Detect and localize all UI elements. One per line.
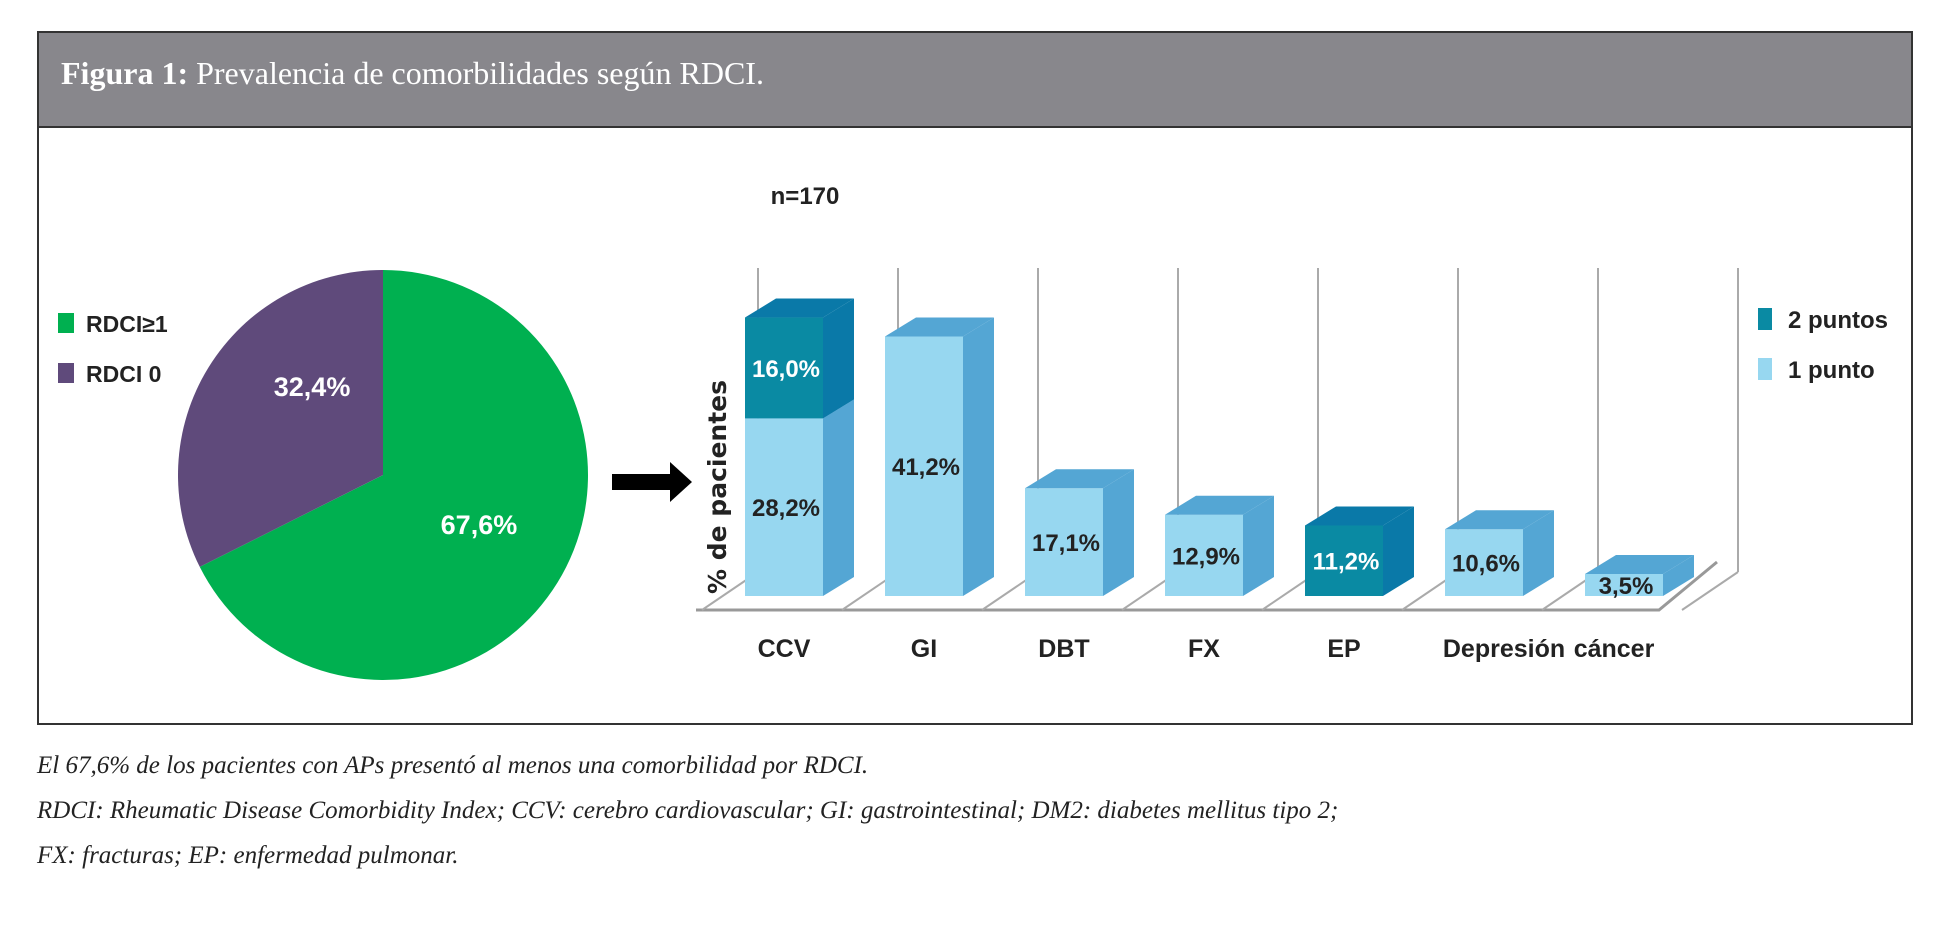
- bar-side: [1243, 495, 1274, 596]
- bar-top: [1165, 495, 1274, 515]
- floor-gridline: [1681, 571, 1739, 611]
- figure-number: Figura 1:: [61, 55, 189, 91]
- bar-value-label: 28,2%: [752, 495, 820, 522]
- legend-swatch: [58, 363, 74, 383]
- category-label: EP: [1327, 635, 1360, 663]
- bar-value-label: 3,5%: [1599, 573, 1654, 600]
- bar-top: [1025, 469, 1134, 489]
- bar-top: [1445, 510, 1554, 530]
- pie-chart: 67,6% 32,4%: [178, 270, 588, 680]
- bar-side: [823, 298, 854, 419]
- bar-side: [1383, 506, 1414, 596]
- bar-front-CCV: [745, 418, 823, 596]
- floor-edge: [696, 560, 1718, 612]
- arrow-icon: [612, 462, 692, 502]
- bar-front-DBT: [1025, 488, 1103, 596]
- pie-legend: RDCI≥1 RDCI 0: [58, 311, 168, 387]
- bar-legend: 2 puntos 1 punto: [1758, 307, 1888, 384]
- caption-line-2: RDCI: Rheumatic Disease Comorbidity Inde…: [37, 797, 1339, 824]
- pie-slice-0: [199, 270, 588, 680]
- category-label: CCV: [758, 635, 811, 663]
- bar-top: [745, 298, 854, 318]
- bar-front-Depresión: [1445, 529, 1523, 596]
- category-label: GI: [911, 635, 937, 663]
- bar-side: [963, 317, 994, 596]
- pie-slice-label: 32,4%: [274, 372, 351, 402]
- bar-value-label: 10,6%: [1452, 551, 1520, 578]
- bar-value-label: 41,2%: [892, 454, 960, 481]
- caption-line-1: El 67,6% de los pacientes con APs presen…: [37, 752, 869, 779]
- bar-chart: 28,2% 16,0% CCV 41,2% GI 17,1% DBT 12,9% FX 11,2%…: [696, 268, 1739, 663]
- bar-front-CCV: [745, 317, 823, 419]
- bar-side: [1103, 469, 1134, 596]
- bar-top: [1585, 554, 1694, 574]
- bar-side: [1523, 510, 1554, 596]
- category-label: Depresión: [1443, 635, 1565, 663]
- figure-title-text: Prevalencia de comorbilidades según RDCI…: [188, 55, 764, 91]
- bar-value-label: 17,1%: [1032, 530, 1100, 557]
- category-label: FX: [1188, 635, 1220, 663]
- legend-swatch: [1758, 308, 1772, 330]
- y-axis-label: % de pacientes: [703, 380, 732, 594]
- caption-line-3: FX: fracturas; EP: enfermedad pulmonar.: [37, 842, 459, 869]
- legend-swatch: [1758, 358, 1772, 380]
- pie-slice-label: 67,6%: [441, 510, 518, 540]
- bar-top: [885, 317, 994, 337]
- bar-value-label: 12,9%: [1172, 543, 1240, 570]
- bar-side: [1663, 554, 1694, 596]
- legend-label: RDCI≥1: [86, 311, 168, 337]
- bar-front-GI: [885, 336, 963, 596]
- legend-label: RDCI 0: [86, 361, 161, 387]
- figure-title: Figura 1: Prevalencia de comorbilidades …: [61, 55, 764, 92]
- bar-front-cáncer: [1585, 573, 1663, 596]
- category-label: cáncer: [1574, 635, 1655, 663]
- bar-front-EP: [1305, 525, 1383, 596]
- legend-swatch: [58, 313, 74, 333]
- legend-label: 2 puntos: [1788, 307, 1888, 334]
- figure-frame: Figura 1: Prevalencia de comorbilidades …: [37, 31, 1913, 725]
- pie-slice-1: [178, 270, 383, 567]
- bar-front-FX: [1165, 514, 1243, 596]
- figure-header: Figura 1: Prevalencia de comorbilidades …: [39, 33, 1911, 128]
- sample-size-annotation: n=170: [771, 183, 840, 210]
- bar-value-label: 16,0%: [752, 356, 820, 383]
- category-label: DBT: [1038, 635, 1089, 663]
- bar-top: [1305, 506, 1414, 526]
- bar-value-label: 11,2%: [1313, 549, 1380, 576]
- legend-label: 1 punto: [1788, 357, 1875, 384]
- bar-side: [823, 399, 854, 596]
